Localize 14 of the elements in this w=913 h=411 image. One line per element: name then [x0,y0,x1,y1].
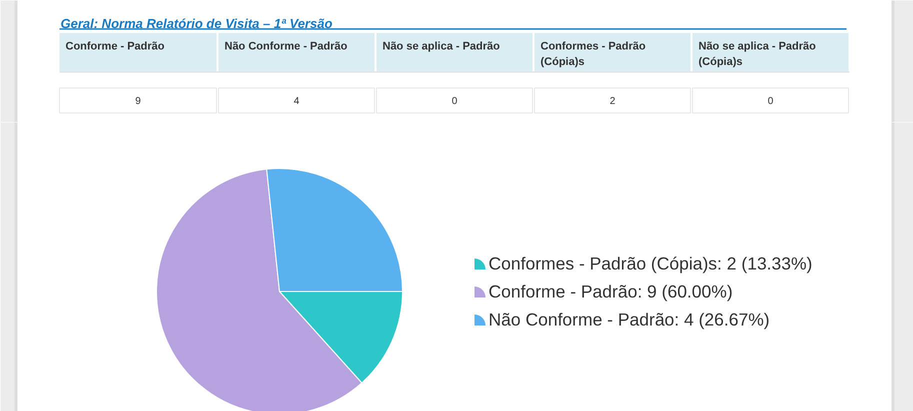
data-label: 2 [610,96,616,107]
legend-label: Conformes - Padrão (Cópia)s: 2 (13.33%) [488,254,812,274]
data-label: 4 [294,96,300,107]
category-label: Não se aplica - Padrão [382,40,500,52]
category-label: Conformes - Padrão (Cópia)s [540,40,646,68]
legend-label: Não Conforme - Padrão: 4 (26.67%) [488,310,770,330]
category-label: Não se aplica - Padrão (Cópia)s [698,40,816,68]
data-label: 0 [768,96,774,107]
text: Geral: Norma Relatório de Visita – 1ª Versão [60,16,332,31]
category-label: Não Conforme - Padrão [224,40,348,52]
legend-label: Conforme - Padrão: 9 (60.00%) [488,282,733,302]
category-label: Conforme - Padrão [66,40,165,52]
data-label: 9 [135,96,142,107]
data-label: 0 [452,96,458,107]
